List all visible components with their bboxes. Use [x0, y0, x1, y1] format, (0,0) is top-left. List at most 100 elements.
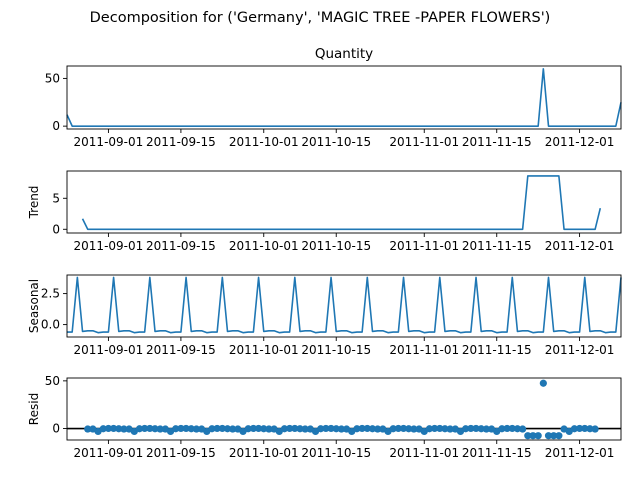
- resid-point: [508, 424, 516, 433]
- subplot-title: Quantity: [315, 46, 373, 62]
- x-tick-label: 2011-09-15: [146, 343, 216, 357]
- resid-point: [555, 432, 563, 440]
- axes-frame: [66, 65, 622, 130]
- subplot-3: Seasonal 0.0 2.5 2011-09-01 2011-09-15 2011-1…: [27, 274, 622, 357]
- resid-point: [322, 424, 330, 433]
- x-tick-label: 2011-11-01: [389, 135, 459, 149]
- resid-point: [172, 425, 180, 433]
- resid-point: [192, 425, 201, 433]
- resid-point: [394, 424, 402, 433]
- resid-point: [477, 425, 485, 433]
- x-tick-label: 2011-12-01: [545, 239, 615, 253]
- resid-point: [229, 425, 237, 433]
- x-tick-label: 2011-10-15: [301, 446, 371, 460]
- x-tick-label: 2011-11-15: [462, 239, 532, 253]
- y-tick-label: 0: [52, 119, 60, 133]
- x-tick-label: 2011-11-01: [389, 343, 459, 357]
- resid-point: [104, 424, 113, 433]
- resid-point: [353, 425, 361, 433]
- resid-point: [498, 425, 506, 433]
- resid-point: [399, 424, 408, 433]
- y-tick-label: 2.5: [41, 287, 60, 301]
- x-tick-label: 2011-09-01: [74, 343, 144, 357]
- resid-point: [146, 424, 154, 433]
- resid-point: [177, 424, 185, 433]
- x-tick-label: 2011-11-01: [389, 446, 459, 460]
- x-tick-label: 2011-12-01: [545, 343, 615, 357]
- y-tick-label: 0: [52, 222, 60, 236]
- resid-point: [425, 425, 434, 433]
- x-tick-label: 2011-11-15: [462, 135, 532, 149]
- axes-frame: [66, 170, 622, 234]
- resid-point: [374, 425, 382, 433]
- resid-point: [265, 425, 273, 433]
- x-tick-label: 2011-10-01: [229, 135, 299, 149]
- x-tick-label: 2011-11-15: [462, 446, 532, 460]
- x-tick-label: 2011-10-01: [229, 446, 299, 460]
- x-tick-label: 2011-09-15: [146, 135, 216, 149]
- resid-point: [446, 425, 454, 433]
- x-tick-label: 2011-12-01: [545, 135, 615, 149]
- resid-point: [591, 425, 599, 433]
- resid-point: [529, 432, 537, 440]
- series-line-1: [66, 68, 622, 127]
- resid-point: [115, 425, 123, 433]
- resid-point: [249, 424, 257, 433]
- resid-point: [120, 425, 128, 433]
- resid-point: [358, 424, 366, 433]
- x-tick-label: 2011-09-15: [146, 239, 216, 253]
- resid-point: [84, 425, 92, 433]
- y-tick-label: 50: [45, 71, 60, 85]
- resid-point: [280, 425, 289, 433]
- y-axis-label: Seasonal: [27, 279, 41, 333]
- y-tick-label: 0.0: [41, 318, 60, 332]
- resid-point: [441, 425, 449, 433]
- resid-point: [472, 424, 480, 433]
- x-tick-label: 2011-10-01: [229, 239, 299, 253]
- resid-point: [151, 425, 159, 433]
- resid-point: [436, 424, 444, 433]
- resid-point: [218, 424, 226, 433]
- x-tick-label: 2011-09-01: [74, 135, 144, 149]
- resid-point: [99, 425, 107, 433]
- resid-point: [187, 425, 195, 433]
- resid-point: [544, 432, 553, 440]
- resid-point: [462, 425, 470, 433]
- x-tick-label: 2011-09-01: [74, 446, 144, 460]
- x-tick-label: 2011-09-15: [146, 446, 216, 460]
- resid-point: [141, 424, 149, 433]
- series-line-1: [67, 276, 622, 334]
- resid-point: [182, 424, 190, 433]
- resid-point: [213, 424, 221, 433]
- resid-point: [570, 425, 579, 433]
- resid-point: [286, 424, 294, 433]
- resid-point: [467, 424, 475, 433]
- resid-point: [208, 425, 216, 433]
- y-tick-label: 0: [52, 422, 60, 436]
- resid-point: [431, 424, 439, 433]
- resid-point: [260, 425, 268, 433]
- resid-point: [539, 379, 547, 387]
- resid-point: [513, 425, 522, 433]
- resid-point: [389, 425, 397, 433]
- resid-point: [524, 432, 532, 440]
- x-tick-label: 2011-10-15: [301, 343, 371, 357]
- x-tick-label: 2011-12-01: [545, 446, 615, 460]
- resid-point: [332, 425, 340, 433]
- axes-frame: [66, 377, 622, 441]
- resid-point: [254, 424, 263, 433]
- y-axis-label: Resid: [27, 393, 41, 425]
- resid-point: [550, 432, 558, 440]
- x-tick-label: 2011-10-15: [301, 239, 371, 253]
- resid-point: [581, 424, 589, 433]
- resid-point: [296, 425, 304, 433]
- x-tick-label: 2011-11-01: [389, 239, 459, 253]
- resid-point: [410, 425, 418, 433]
- resid-point: [110, 424, 118, 433]
- resid-point: [368, 425, 377, 433]
- resid-point: [301, 425, 309, 433]
- x-tick-label: 2011-10-01: [229, 343, 299, 357]
